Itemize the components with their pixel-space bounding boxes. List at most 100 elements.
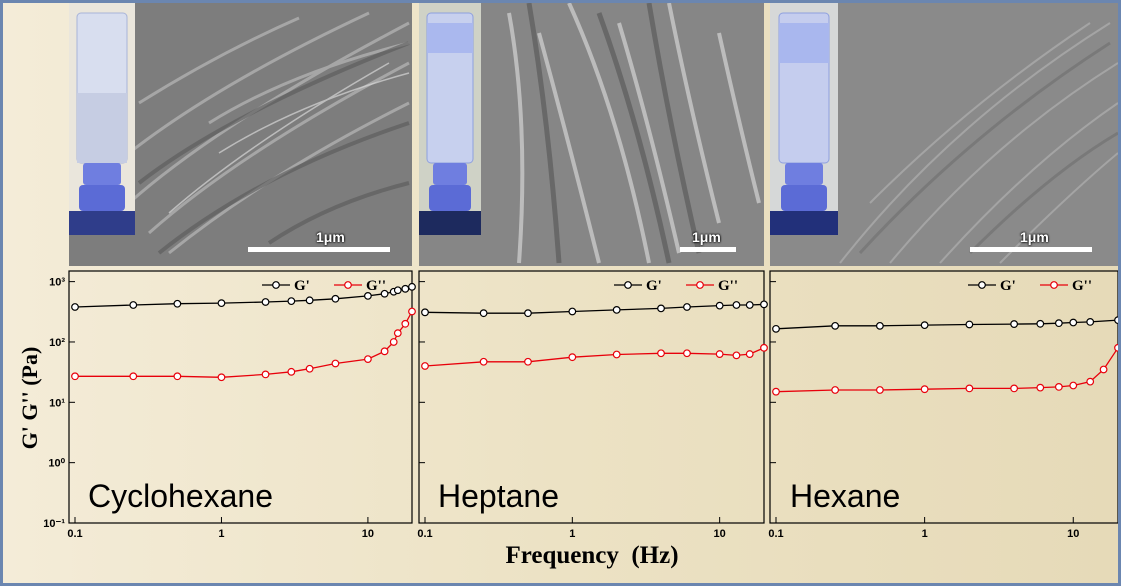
scale-bar-label-hexane: 1μm xyxy=(1020,229,1049,245)
g-prime-point-cyclohexane xyxy=(217,299,226,308)
g-prime-point-heptane xyxy=(657,304,665,313)
g-double-prime-point-cyclohexane xyxy=(380,347,389,356)
g-double-prime-point-cyclohexane xyxy=(217,373,226,382)
g-prime-point-cyclohexane xyxy=(331,294,340,303)
g-prime-point-cyclohexane xyxy=(287,297,296,306)
legend-marker-g-double-prime-heptane xyxy=(696,281,704,289)
g-double-prime-point-hexane xyxy=(1086,377,1095,386)
g-double-prime-point-hexane xyxy=(920,385,929,394)
g-prime-point-cyclohexane xyxy=(393,286,402,295)
g-double-prime-point-cyclohexane xyxy=(287,367,296,376)
g-double-prime-point-hexane xyxy=(831,386,840,394)
x-tick-label-cyclohexane: 1 xyxy=(218,528,224,540)
legend-label-g-prime-cyclohexane: G' xyxy=(294,278,310,294)
g-double-prime-point-cyclohexane xyxy=(364,355,372,364)
g-prime-point-heptane xyxy=(715,301,724,310)
x-tick-label-hexane: 0.1 xyxy=(768,528,783,540)
scale-bar-heptane xyxy=(680,247,736,252)
g-double-prime-point-cyclohexane xyxy=(71,372,79,381)
g-prime-point-hexane xyxy=(1054,319,1063,328)
g-double-prime-point-hexane xyxy=(772,387,780,396)
g-double-prime-point-cyclohexane xyxy=(261,370,270,379)
y-tick-label: 10⁰ xyxy=(48,458,65,470)
g-prime-point-cyclohexane xyxy=(380,289,389,298)
g-double-prime-point-cyclohexane xyxy=(393,329,402,338)
g-double-prime-point-heptane xyxy=(760,343,768,352)
g-prime-point-heptane xyxy=(479,309,488,318)
scale-bar-label-heptane: 1μm xyxy=(692,229,721,245)
scale-bar-label-cyclohexane: 1μm xyxy=(316,229,345,245)
g-double-prime-point-hexane xyxy=(1036,383,1045,392)
legend-label-g-double-prime-cyclohexane: G'' xyxy=(366,278,386,294)
g-prime-point-hexane xyxy=(1010,320,1019,328)
g-prime-point-heptane xyxy=(732,301,741,309)
g-double-prime-point-cyclohexane xyxy=(129,372,138,381)
legend-label-g-prime-heptane: G' xyxy=(646,278,662,294)
g-double-prime-point-cyclohexane xyxy=(305,364,314,373)
legend-marker-g-prime-heptane xyxy=(624,281,632,289)
g-double-prime-point-cyclohexane xyxy=(401,319,410,328)
g-double-prime-point-heptane xyxy=(568,353,577,362)
g-prime-point-hexane xyxy=(1069,318,1078,327)
legend-marker-g-double-prime-cyclohexane xyxy=(344,281,352,289)
g-prime-point-hexane xyxy=(875,321,884,330)
y-axis-label: G' G'' (Pa) xyxy=(17,347,42,450)
x-tick-label-cyclohexane: 10 xyxy=(362,528,374,540)
g-double-prime-point-hexane xyxy=(1099,365,1108,374)
solvent-label-hexane: Hexane xyxy=(790,478,900,514)
g-double-prime-point-hexane xyxy=(1010,384,1019,393)
g-prime-point-cyclohexane xyxy=(261,298,270,306)
g-double-prime-point-heptane xyxy=(732,351,741,360)
g-prime-point-heptane xyxy=(760,300,768,309)
x-tick-label-heptane: 1 xyxy=(569,528,575,540)
g-prime-point-cyclohexane xyxy=(71,303,79,311)
g-double-prime-point-heptane xyxy=(421,362,429,370)
y-tick-label: 10¹ xyxy=(49,397,65,409)
scale-bar-cyclohexane xyxy=(248,247,390,252)
x-tick-label-hexane: 10 xyxy=(1067,528,1079,540)
x-axis-label: Frequency (Hz) xyxy=(505,542,678,569)
g-prime-point-cyclohexane xyxy=(408,282,416,291)
g-double-prime-point-cyclohexane xyxy=(408,307,416,316)
g-prime-point-heptane xyxy=(683,303,691,311)
g-prime-point-cyclohexane xyxy=(173,299,182,308)
g-double-prime-point-cyclohexane xyxy=(173,372,182,381)
g-prime-point-heptane xyxy=(568,307,577,316)
legend-marker-g-prime-cyclohexane xyxy=(272,281,280,289)
legend-label-g-double-prime-heptane: G'' xyxy=(718,278,738,294)
g-double-prime-point-hexane xyxy=(1069,381,1078,390)
x-tick-label-heptane: 0.1 xyxy=(417,528,432,540)
g-double-prime-point-heptane xyxy=(715,350,724,358)
g-prime-point-heptane xyxy=(421,308,429,317)
g-prime-point-hexane xyxy=(1036,319,1045,328)
vial-photo-hexane xyxy=(770,3,838,235)
g-prime-point-hexane xyxy=(772,324,780,333)
g-double-prime-point-cyclohexane xyxy=(331,359,340,368)
vial-photo-heptane xyxy=(419,3,481,235)
x-tick-label-heptane: 10 xyxy=(714,528,726,540)
x-tick-label-cyclohexane: 0.1 xyxy=(67,528,82,540)
g-double-prime-point-heptane xyxy=(683,349,691,358)
legend-marker-g-prime-hexane xyxy=(978,281,986,289)
x-tick-label-hexane: 1 xyxy=(922,528,928,540)
g-prime-point-heptane xyxy=(612,305,621,314)
scale-bar-hexane xyxy=(970,247,1092,252)
plot-frame-heptane xyxy=(418,270,765,524)
legend-label-g-double-prime-hexane: G'' xyxy=(1072,278,1092,294)
plot-cyclohexane: 0.1 1 10 10³ 10² 10¹ 10⁰ 10⁻¹ G' G'' Cyclohexane xyxy=(43,270,416,540)
solvent-label-heptane: Heptane xyxy=(438,478,559,514)
g-prime-point-heptane xyxy=(745,301,754,309)
g-double-prime-point-cyclohexane xyxy=(389,338,398,346)
g-prime-point-hexane xyxy=(831,321,840,330)
g-double-prime-point-hexane xyxy=(965,384,974,393)
g-prime-point-hexane xyxy=(1086,318,1095,326)
g-prime-point-cyclohexane xyxy=(129,301,138,309)
g-prime-point-hexane xyxy=(920,321,929,330)
g-double-prime-point-hexane xyxy=(875,386,884,394)
g-double-prime-point-heptane xyxy=(745,350,754,358)
legend-label-g-prime-hexane: G' xyxy=(1000,278,1016,294)
g-double-prime-point-heptane xyxy=(524,357,532,366)
g-prime-point-hexane xyxy=(965,320,974,329)
